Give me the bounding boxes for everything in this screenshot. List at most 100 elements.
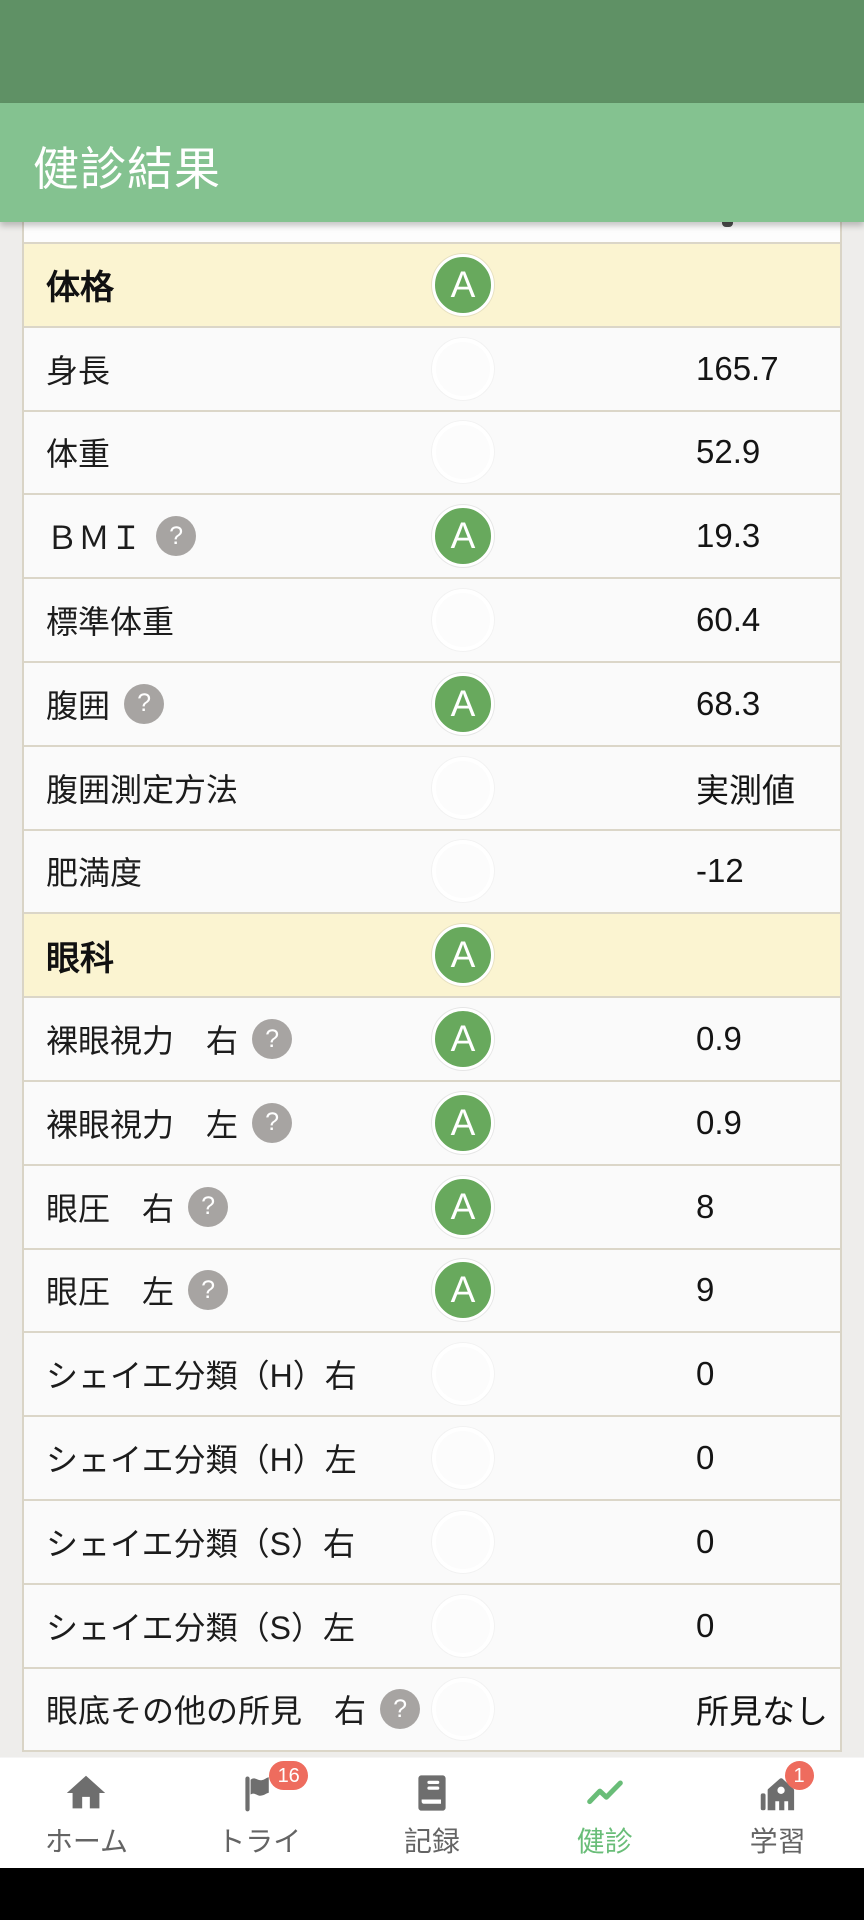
- row-label: 身長: [46, 352, 111, 389]
- page-title: 健診結果: [33, 142, 221, 195]
- results-table-body: 体格 A 身長 165.7 体重 52.9 ＢＭＩ ? A 19.3 標準体重: [24, 244, 840, 1753]
- row-label-wrap: シェイエ分類（H）右: [46, 1333, 357, 1415]
- row-label-wrap: 体格: [46, 244, 114, 326]
- table-row: 肥満度 -12: [24, 830, 840, 915]
- row-value: -12: [696, 852, 744, 890]
- notification-badge: 1: [784, 1761, 814, 1790]
- nav-item-school[interactable]: 1 学習: [691, 1758, 864, 1868]
- grade-badge: A: [432, 1091, 494, 1154]
- nav-item-book[interactable]: 記録: [346, 1758, 519, 1868]
- nav-item-label: ホーム: [44, 1826, 128, 1857]
- help-icon[interactable]: ?: [156, 516, 197, 557]
- table-row: 眼科 A: [24, 914, 840, 999]
- help-icon[interactable]: ?: [124, 683, 165, 724]
- row-value: 0: [696, 1439, 715, 1477]
- row-label-wrap: シェイエ分類（H）左: [46, 1417, 357, 1499]
- help-glyph: ?: [201, 1192, 215, 1221]
- row-label: 眼科: [46, 939, 114, 978]
- row-value: 0: [696, 1522, 715, 1560]
- grade-badge: [432, 421, 494, 484]
- grade-badge: [432, 840, 494, 903]
- table-row: シェイエ分類（H）左 0: [24, 1417, 840, 1501]
- row-label-wrap: 裸眼視力 右 ?: [46, 998, 293, 1080]
- app-bar: 健診結果: [0, 103, 864, 222]
- row-label: 腹囲: [46, 687, 111, 724]
- row-value: 9: [696, 1271, 715, 1309]
- row-label-wrap: 体重: [46, 412, 110, 494]
- row-label-wrap: 腹囲測定方法: [46, 747, 238, 829]
- help-icon[interactable]: ?: [252, 1019, 293, 1060]
- row-label-wrap: 眼底その他の所見 右 ?: [46, 1669, 421, 1751]
- help-icon[interactable]: ?: [188, 1186, 229, 1227]
- grade-badge: [432, 1594, 494, 1657]
- clipped-text-fragment: [722, 222, 733, 227]
- row-label: 肥満度: [46, 855, 143, 892]
- table-row: 体重 52.9: [24, 411, 840, 496]
- row-value: 19.3: [696, 517, 761, 555]
- help-glyph: ?: [137, 689, 151, 718]
- nav-item-home[interactable]: ホーム: [0, 1758, 173, 1868]
- row-value: 165.7: [696, 349, 779, 387]
- row-value: 0: [696, 1355, 715, 1393]
- row-label: シェイエ分類（S）左: [46, 1609, 356, 1646]
- help-glyph: ?: [393, 1694, 407, 1723]
- content-area: 体格 A 身長 165.7 体重 52.9 ＢＭＩ ? A 19.3 標準体重: [0, 222, 864, 1757]
- row-label: 裸眼視力 右: [46, 1023, 239, 1060]
- table-row: 標準体重 60.4: [24, 579, 840, 663]
- table-row: 腹囲 ? A 68.3: [24, 662, 840, 747]
- notification-badge: 16: [269, 1761, 309, 1790]
- book-icon: [418, 1775, 446, 1811]
- system-navigation-bar: [0, 1868, 864, 1920]
- grade-badge: A: [432, 253, 494, 316]
- row-label: シェイエ分類（H）左: [46, 1442, 357, 1479]
- table-row: 体格 A: [24, 244, 840, 328]
- grade-badge: [432, 1343, 494, 1406]
- row-label: 腹囲測定方法: [46, 771, 239, 808]
- table-row: 眼底その他の所見 右 ? 所見なし: [24, 1668, 840, 1753]
- grade-badge: A: [432, 672, 494, 735]
- row-label: ＢＭＩ: [46, 520, 143, 557]
- row-label-wrap: ＢＭＩ ?: [46, 495, 197, 577]
- grade-badge: [432, 589, 494, 652]
- grade-badge: A: [432, 1259, 494, 1322]
- help-icon[interactable]: ?: [188, 1270, 229, 1311]
- flag-icon: [245, 1776, 269, 1812]
- row-value: 8: [696, 1187, 715, 1225]
- help-glyph: ?: [265, 1024, 279, 1053]
- row-label-wrap: 眼圧 左 ?: [46, 1250, 229, 1332]
- grade-badge: A: [432, 1008, 494, 1071]
- row-label: 眼圧 左: [46, 1274, 175, 1311]
- grade-badge: [432, 756, 494, 819]
- row-value: 実測値: [696, 771, 795, 809]
- chart-line-icon: [586, 1780, 623, 1805]
- row-label: 眼圧 右: [46, 1190, 175, 1227]
- help-icon[interactable]: ?: [252, 1102, 293, 1143]
- table-row: 眼圧 左 ? A 9: [24, 1249, 840, 1334]
- status-bar: [0, 0, 864, 103]
- row-label: 体重: [46, 436, 111, 473]
- row-value: 68.3: [696, 684, 761, 722]
- table-row: 眼圧 右 ? A 8: [24, 1165, 840, 1250]
- table-row: 裸眼視力 右 ? A 0.9: [24, 998, 840, 1082]
- help-icon[interactable]: ?: [380, 1689, 421, 1730]
- row-label: シェイエ分類（H）右: [46, 1358, 357, 1395]
- grade-badge: [432, 1427, 494, 1490]
- row-label-wrap: シェイエ分類（S）右: [46, 1501, 355, 1583]
- nav-item-chart-line[interactable]: 健診: [518, 1758, 691, 1868]
- row-label: 標準体重: [46, 604, 175, 641]
- table-row: 身長 165.7: [24, 327, 840, 412]
- grade-badge: [432, 1510, 494, 1573]
- row-value: 0.9: [696, 1103, 742, 1141]
- grade-badge: A: [432, 1175, 494, 1238]
- row-label-wrap: 標準体重: [46, 579, 174, 661]
- row-label-wrap: 眼科: [46, 914, 114, 996]
- row-value: 60.4: [696, 601, 761, 639]
- row-value: 0.9: [696, 1020, 742, 1058]
- table-row: シェイエ分類（S）右 0: [24, 1500, 840, 1585]
- table-row: 腹囲測定方法 実測値: [24, 746, 840, 831]
- nav-item-flag[interactable]: 16 トライ: [173, 1758, 346, 1868]
- grade-badge: A: [432, 505, 494, 568]
- grade-badge: [432, 337, 494, 400]
- nav-item-label: 記録: [403, 1826, 460, 1857]
- row-label-wrap: 身長: [46, 328, 110, 410]
